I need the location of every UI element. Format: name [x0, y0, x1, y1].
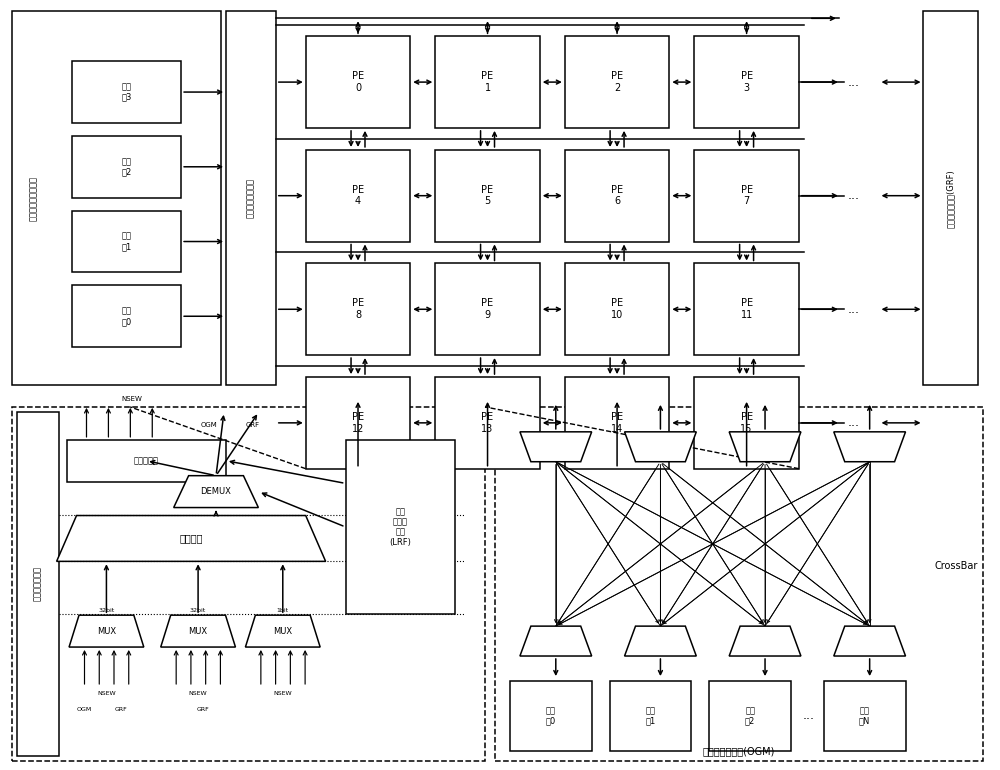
Text: PE
14: PE 14 [611, 412, 623, 434]
Text: 上下文存储单元: 上下文存储单元 [33, 566, 42, 601]
Text: ...: ... [848, 303, 860, 316]
Text: NSEW: NSEW [189, 691, 207, 696]
Text: GRF: GRF [115, 707, 128, 711]
FancyBboxPatch shape [923, 12, 978, 385]
FancyBboxPatch shape [435, 150, 540, 242]
FancyBboxPatch shape [67, 440, 226, 482]
Text: PE
4: PE 4 [352, 185, 364, 206]
Text: NSEW: NSEW [121, 396, 142, 402]
FancyBboxPatch shape [12, 12, 221, 385]
FancyBboxPatch shape [435, 263, 540, 355]
Polygon shape [729, 626, 801, 656]
Text: PE
0: PE 0 [352, 72, 364, 93]
Text: MUX: MUX [97, 627, 116, 635]
Text: PE
11: PE 11 [740, 299, 753, 320]
Text: 1bit: 1bit [277, 608, 289, 613]
FancyBboxPatch shape [226, 12, 276, 385]
Text: 片上全局存储器(OGM): 片上全局存储器(OGM) [703, 747, 775, 757]
Polygon shape [161, 615, 235, 647]
Polygon shape [57, 516, 326, 561]
Text: PE
6: PE 6 [611, 185, 623, 206]
Text: ...: ... [848, 417, 860, 430]
Text: 上下文存储控制器: 上下文存储控制器 [246, 178, 255, 218]
FancyBboxPatch shape [306, 263, 410, 355]
Text: ...: ... [848, 75, 860, 89]
FancyBboxPatch shape [510, 681, 592, 751]
Text: 存储
体1: 存储 体1 [645, 706, 656, 725]
Polygon shape [834, 626, 906, 656]
Polygon shape [245, 615, 320, 647]
Text: ...: ... [848, 189, 860, 203]
Text: 存储
体N: 存储 体N [859, 706, 870, 725]
Text: PE
10: PE 10 [611, 299, 623, 320]
Text: GRF: GRF [246, 422, 260, 428]
Polygon shape [834, 432, 906, 462]
Text: 32bit: 32bit [190, 608, 206, 613]
Text: 存储
体2: 存储 体2 [745, 706, 755, 725]
FancyBboxPatch shape [694, 377, 799, 469]
Text: 存储
体1: 存储 体1 [121, 232, 131, 251]
Polygon shape [174, 476, 258, 507]
FancyBboxPatch shape [306, 36, 410, 128]
Polygon shape [69, 615, 144, 647]
Text: MUX: MUX [273, 627, 292, 635]
FancyBboxPatch shape [709, 681, 791, 751]
FancyBboxPatch shape [565, 36, 669, 128]
Text: 存储
体2: 存储 体2 [121, 157, 131, 176]
FancyBboxPatch shape [72, 211, 181, 273]
Text: NSEW: NSEW [273, 691, 292, 696]
Text: MUX: MUX [189, 627, 208, 635]
Polygon shape [520, 432, 592, 462]
FancyBboxPatch shape [12, 407, 485, 761]
FancyBboxPatch shape [565, 263, 669, 355]
FancyBboxPatch shape [610, 681, 691, 751]
Text: PE
7: PE 7 [741, 185, 753, 206]
Text: GRF: GRF [197, 707, 209, 711]
FancyBboxPatch shape [435, 36, 540, 128]
FancyBboxPatch shape [306, 377, 410, 469]
Polygon shape [625, 432, 696, 462]
Text: 本地
寄存器
文件
(LRF): 本地 寄存器 文件 (LRF) [389, 507, 411, 547]
Text: PE
1: PE 1 [481, 72, 494, 93]
Polygon shape [729, 432, 801, 462]
Text: PE
3: PE 3 [741, 72, 753, 93]
FancyBboxPatch shape [694, 36, 799, 128]
FancyBboxPatch shape [17, 412, 59, 755]
FancyBboxPatch shape [694, 150, 799, 242]
Text: OGM: OGM [77, 707, 92, 711]
Text: DEMUX: DEMUX [201, 487, 231, 496]
FancyBboxPatch shape [72, 61, 181, 123]
FancyBboxPatch shape [435, 377, 540, 469]
Text: 全局寄存器文件(GRF): 全局寄存器文件(GRF) [946, 169, 955, 228]
FancyBboxPatch shape [72, 136, 181, 198]
Text: PE
15: PE 15 [740, 412, 753, 434]
Text: 存储
体0: 存储 体0 [546, 706, 556, 725]
FancyBboxPatch shape [72, 286, 181, 347]
FancyBboxPatch shape [824, 681, 906, 751]
Polygon shape [625, 626, 696, 656]
FancyBboxPatch shape [346, 440, 455, 614]
Text: 片上配置文件存储器: 片上配置文件存储器 [29, 176, 38, 221]
Text: CrossBar: CrossBar [935, 561, 978, 571]
FancyBboxPatch shape [495, 407, 983, 761]
Text: NSEW: NSEW [97, 691, 116, 696]
Polygon shape [520, 626, 592, 656]
Text: 32bit: 32bit [98, 608, 115, 613]
Text: OGM: OGM [201, 422, 217, 428]
Text: PE
12: PE 12 [352, 412, 364, 434]
FancyBboxPatch shape [565, 377, 669, 469]
Text: PE
13: PE 13 [481, 412, 494, 434]
Text: 存储
体3: 存储 体3 [121, 82, 132, 102]
Text: 存储
体0: 存储 体0 [121, 306, 131, 326]
Text: PE
2: PE 2 [611, 72, 623, 93]
Text: 输出寄存器: 输出寄存器 [134, 457, 159, 465]
Text: PE
5: PE 5 [481, 185, 494, 206]
Text: PE
9: PE 9 [481, 299, 494, 320]
FancyBboxPatch shape [694, 263, 799, 355]
FancyBboxPatch shape [306, 150, 410, 242]
Text: ...: ... [803, 709, 815, 722]
Text: 功能单元: 功能单元 [179, 534, 203, 544]
FancyBboxPatch shape [565, 150, 669, 242]
Text: PE
8: PE 8 [352, 299, 364, 320]
